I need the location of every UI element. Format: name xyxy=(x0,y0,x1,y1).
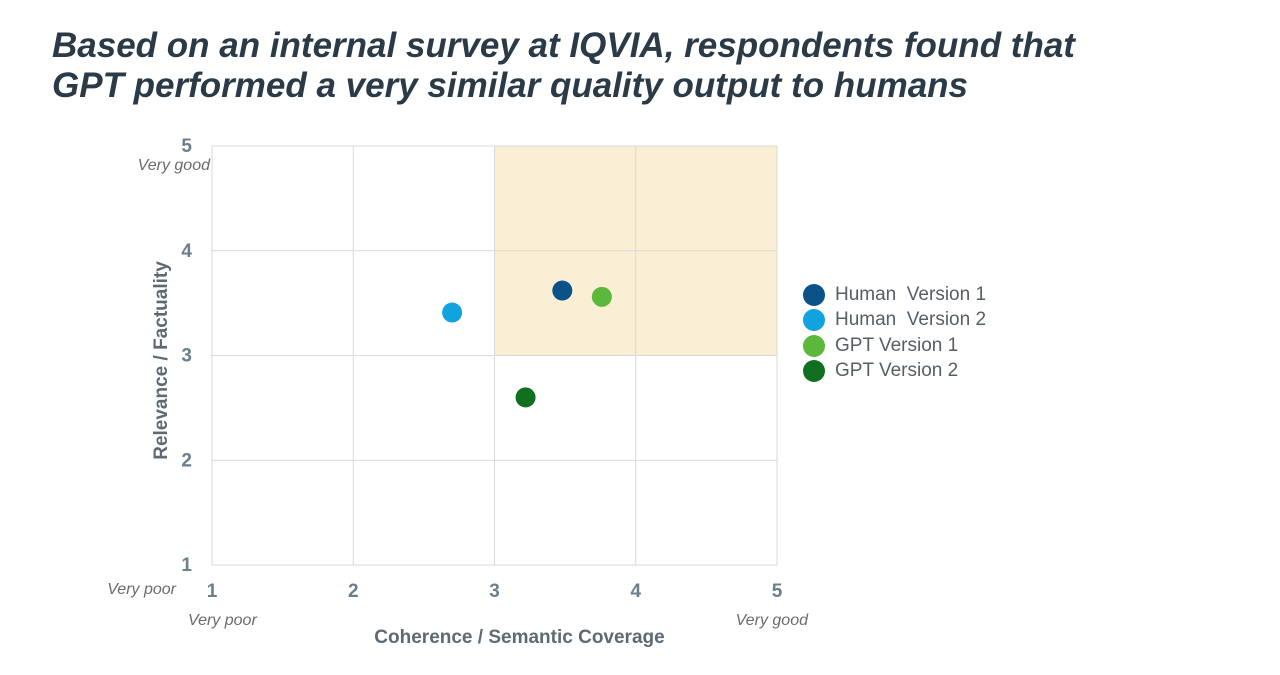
x-tick-label: 3 xyxy=(489,581,500,602)
legend-label: Human Version 2 xyxy=(835,309,987,331)
legend-label: GPT Version 2 xyxy=(835,360,959,382)
slide-title: Based on an internal survey at IQVIA, re… xyxy=(52,26,1252,106)
x-low-label: Very poor xyxy=(188,612,257,629)
legend-label: GPT Version 1 xyxy=(835,334,959,356)
y-tick-label: 5 xyxy=(181,136,192,157)
data-point xyxy=(552,280,573,301)
y-tick-label: 4 xyxy=(181,241,192,262)
x-high-label: Very good xyxy=(736,612,809,629)
legend-item: GPT Version 1 xyxy=(803,333,986,359)
legend-swatch xyxy=(803,334,825,357)
x-tick-label: 2 xyxy=(348,581,359,602)
legend-swatch xyxy=(803,309,825,332)
y-axis-title: Relevance / Factuality xyxy=(151,261,172,460)
x-tick-label: 4 xyxy=(630,581,641,602)
x-axis-title: Coherence / Semantic Coverage xyxy=(374,627,664,648)
data-point xyxy=(515,387,536,408)
legend-item: Human Version 1 xyxy=(803,282,986,308)
y-tick-label: 2 xyxy=(181,450,192,471)
legend-swatch xyxy=(803,283,825,306)
y-tick-label: 1 xyxy=(181,555,192,576)
legend-swatch xyxy=(803,360,825,383)
title-line-2: GPT performed a very similar quality out… xyxy=(52,66,968,105)
x-tick-label: 1 xyxy=(207,581,218,602)
y-low-label: Very poor xyxy=(107,581,176,598)
data-point xyxy=(442,302,463,323)
y-tick-label: 3 xyxy=(181,346,192,367)
x-tick-label: 5 xyxy=(772,581,783,602)
title-line-1: Based on an internal survey at IQVIA, re… xyxy=(52,26,1075,65)
legend-label: Human Version 1 xyxy=(835,283,987,305)
data-point xyxy=(591,286,612,307)
y-high-label: Very good xyxy=(138,157,211,174)
legend-item: GPT Version 2 xyxy=(803,359,986,385)
chart-legend: Human Version 1 Human Version 2 GPT Versio… xyxy=(803,282,986,384)
legend-item: Human Version 2 xyxy=(803,308,986,334)
